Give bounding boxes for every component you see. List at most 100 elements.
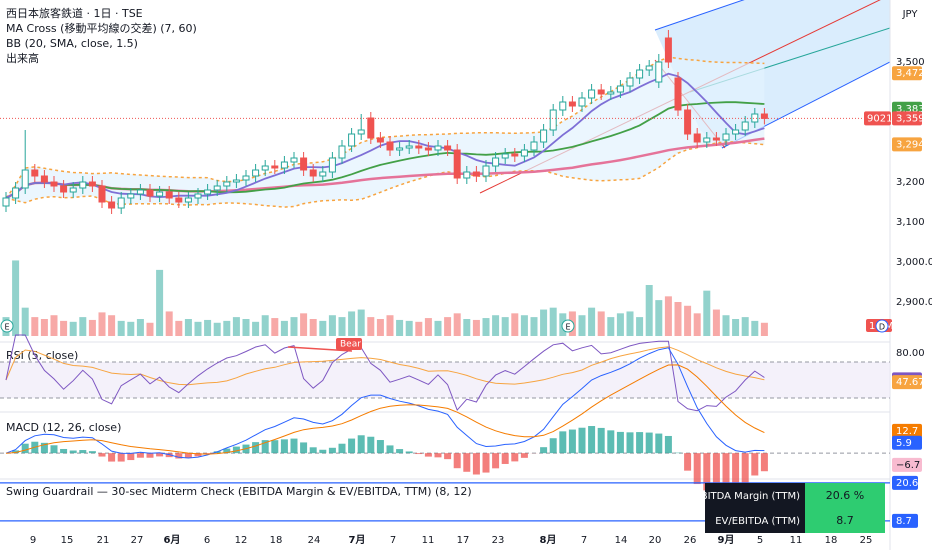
volume-bar [376,319,384,336]
candle-body [108,201,116,209]
volume-bar [184,319,192,336]
candle-body [463,171,471,179]
candle-body [348,133,356,147]
event-icon-text: E [4,323,9,332]
macd-hist [232,446,240,454]
price-tag-label: 3,359 [896,113,925,124]
macd-hist [261,440,269,454]
volume-bar [31,317,39,336]
macd-hist [12,450,20,454]
candle-body [21,169,29,189]
event-icon [561,319,575,333]
x-tick-label: 7 [581,535,587,546]
macd-hist [751,453,759,476]
volume-bar [12,260,20,336]
volume-bar [117,320,125,336]
volume-bar [588,307,596,336]
macd-hist [396,449,404,454]
x-tick-label: 14 [615,535,628,546]
candle-body [732,129,740,135]
macd-hist [424,453,432,457]
macd-hist [655,433,663,454]
macd-hist [21,443,29,454]
candle-body [760,113,768,119]
candle-body [501,153,509,159]
table-label: EV/EBITDA (TTM) [715,516,800,527]
macd-hist [204,453,212,454]
x-tick-label: 11 [790,535,803,546]
table-value: 8.7 [836,514,854,527]
macd-hist [194,453,202,457]
x-tick-label: 26 [684,535,697,546]
volume-bar [242,319,250,336]
guardrail-tag-label: 8.7 [896,516,912,527]
candle-body [405,145,413,149]
event-icon [875,319,889,333]
candle-body [50,181,58,187]
macd-tag [892,457,922,472]
volume-bar [463,319,471,336]
candle-body [568,101,576,107]
macd-hist [338,443,346,454]
macd-line [5,347,765,459]
volume-bar [760,322,768,336]
macd-hist [127,453,135,461]
candle-body [79,181,87,189]
volume-bar [741,317,749,336]
volume-bar [165,311,173,336]
candle-body [242,175,250,181]
candle-body [136,189,144,195]
macd-hist [741,453,749,483]
candle-body [751,113,759,123]
macd-hist [540,447,548,454]
x-tick-label: 12 [235,535,248,546]
x-tick-label: 18 [270,535,283,546]
rsi-title: RSI (5, close) [6,349,78,362]
macd-hist [463,453,471,472]
table-label: EBITDA Margin (TTM) [694,491,800,502]
currency: JPY [902,9,919,20]
x-tick-label: 7月 [349,534,366,546]
volume-bar [213,322,221,336]
volume-bar [194,321,202,336]
candle-body [559,101,567,111]
candle-body [520,149,528,157]
candle-body [328,157,336,173]
volume-bar [424,318,432,336]
macd-hist [136,453,144,458]
macd-hist [588,426,596,454]
candle-body [232,179,240,183]
candle-body [415,145,423,149]
rsi-tag-label: 47.67 [896,377,925,388]
macd-hist [492,453,500,469]
candle-body [156,191,164,197]
candle-body [184,197,192,203]
macd-hist [367,436,375,454]
macd-hist [319,449,327,454]
guardrail-tag-label: 20.6 [896,478,918,489]
candle-body [300,157,308,171]
rsi-ma [5,346,765,386]
macd-hist [175,453,183,459]
volume-bar [684,305,692,336]
volume-bar [616,313,624,336]
guardrail-title: Swing Guardrail — 30-sec Midterm Check (… [6,485,472,498]
macd-hist [165,453,173,458]
volume-bar [520,315,528,336]
volume-bar [300,313,308,336]
volume-bar [693,313,701,336]
candle-body [578,97,586,107]
macd-hist [722,453,730,493]
macd-hist [223,448,231,454]
macd-tag [892,423,922,438]
volume-bar [415,321,423,336]
y-tick-label: 3,200 [896,177,925,188]
candle-body [530,141,538,151]
y-tick-label: 3,500 [896,57,925,68]
macd-hist [597,427,605,454]
candle-body [357,129,365,135]
candle-body [626,77,634,87]
y-tick-label: 3,100 [896,217,925,228]
volume-bar [136,319,144,336]
candle-body [645,65,653,71]
